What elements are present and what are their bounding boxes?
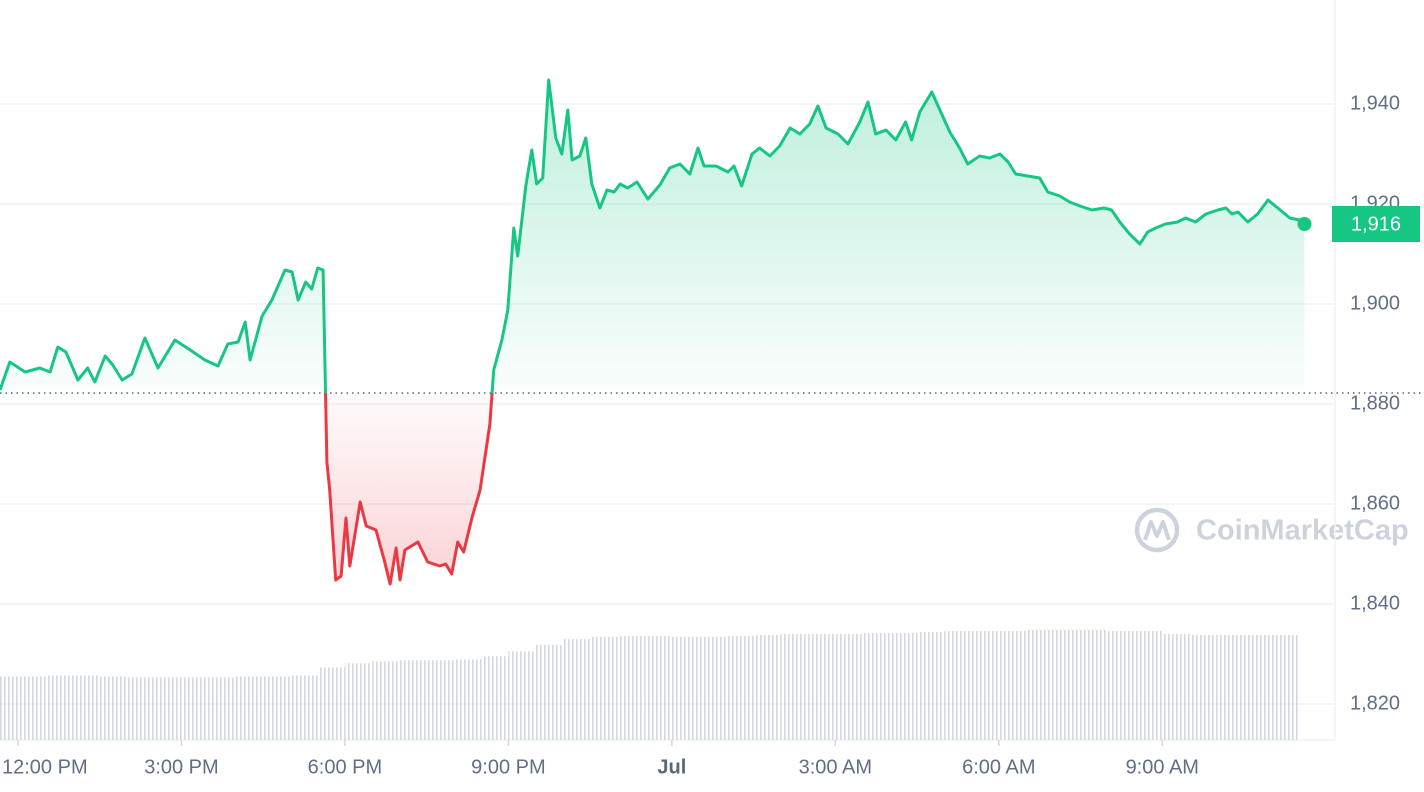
volume-bar xyxy=(617,636,645,740)
volume-bar xyxy=(644,636,672,740)
volume-bar xyxy=(1216,635,1245,740)
volume-bar xyxy=(99,676,127,740)
y-tick-label: 1,860 xyxy=(1350,492,1400,514)
volume-bar xyxy=(481,656,509,740)
y-tick-label: 1,840 xyxy=(1350,592,1400,614)
volume-bar xyxy=(426,660,454,740)
volume-bar xyxy=(399,660,427,740)
volume-bar xyxy=(453,659,482,740)
volume-bar xyxy=(45,675,73,740)
watermark-logo xyxy=(1134,507,1180,553)
volume-bar xyxy=(1080,630,1108,740)
volume-bar xyxy=(0,676,18,740)
x-tick-label: 9:00 PM xyxy=(471,756,545,778)
volume-bar xyxy=(1244,635,1272,740)
volume-bar xyxy=(1026,630,1054,740)
volume-bar xyxy=(917,632,945,740)
volume-bar xyxy=(1162,634,1190,740)
volume-bar xyxy=(780,634,809,740)
volume-bar xyxy=(317,667,345,740)
volume-bar xyxy=(808,634,836,740)
x-tick-label: 12:00 PM xyxy=(2,756,88,778)
volume-bar xyxy=(862,633,890,740)
volume-bar xyxy=(344,663,373,740)
price-line xyxy=(0,78,1306,586)
volume-bar xyxy=(72,675,100,740)
volume-bar xyxy=(17,676,46,740)
volume-bar xyxy=(1053,630,1081,740)
volume-bar xyxy=(1107,631,1136,740)
last-price-label: 1,916 xyxy=(1351,213,1401,235)
x-tick-label: 6:00 PM xyxy=(308,756,382,778)
y-tick-label: 1,940 xyxy=(1350,92,1400,114)
volume-bar xyxy=(998,631,1027,740)
volume-bar xyxy=(699,637,727,740)
x-tick-label: Jul xyxy=(657,756,686,778)
y-tick-label: 1,900 xyxy=(1350,292,1400,314)
x-tick-label: 3:00 AM xyxy=(799,756,872,778)
volume-bar xyxy=(263,676,291,740)
watermark: CoinMarketCap xyxy=(1134,507,1409,553)
volume-bar xyxy=(971,631,999,740)
volume-bar xyxy=(535,645,563,740)
volume-bar xyxy=(1271,635,1299,740)
y-tick-label: 1,820 xyxy=(1350,692,1400,714)
x-tick-label: 6:00 AM xyxy=(962,756,1035,778)
volume-bar xyxy=(126,677,155,740)
volume-bar xyxy=(181,677,209,740)
volume-bar xyxy=(944,631,972,740)
volume-bar xyxy=(290,675,318,740)
volume-bar xyxy=(671,637,700,740)
volume-bar xyxy=(590,637,618,740)
volume-bar xyxy=(562,639,591,740)
price-area xyxy=(0,80,1305,584)
volume-bar xyxy=(508,651,536,740)
x-tick-label: 3:00 PM xyxy=(144,756,218,778)
x-tick-label: 9:00 AM xyxy=(1126,756,1199,778)
volume-bar xyxy=(726,636,754,740)
volume-bar xyxy=(753,635,781,740)
y-tick-label: 1,880 xyxy=(1350,392,1400,414)
volume-bar xyxy=(889,633,918,740)
watermark-text: CoinMarketCap xyxy=(1196,515,1409,547)
last-price-badge xyxy=(1332,206,1420,242)
volume-bar xyxy=(235,676,264,740)
watermark-logo-mark xyxy=(1143,520,1171,541)
volume-bar xyxy=(208,677,236,740)
volume-bar xyxy=(1135,631,1163,740)
last-point xyxy=(1297,217,1312,231)
volume-bar xyxy=(835,634,863,740)
volume-bar xyxy=(154,677,182,740)
volume-bar xyxy=(372,661,400,740)
volume-bar xyxy=(1189,635,1217,740)
